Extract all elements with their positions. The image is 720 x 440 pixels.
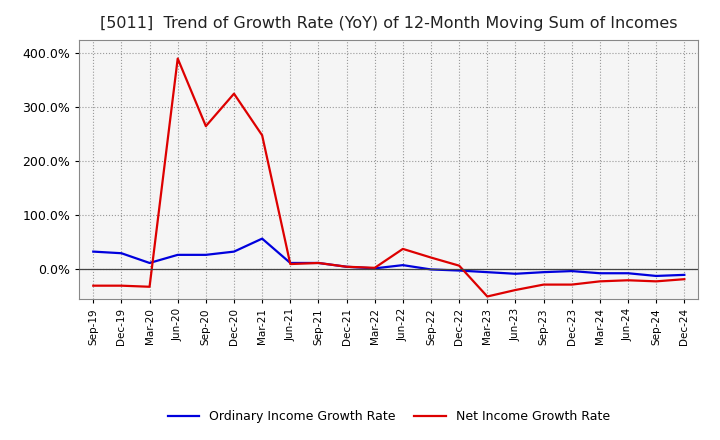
Net Income Growth Rate — [314, 260, 323, 266]
Line: Ordinary Income Growth Rate: Ordinary Income Growth Rate — [94, 238, 684, 276]
Ordinary Income Growth Rate — [624, 271, 632, 276]
Title: [5011]  Trend of Growth Rate (YoY) of 12-Month Moving Sum of Incomes: [5011] Trend of Growth Rate (YoY) of 12-… — [100, 16, 678, 32]
Net Income Growth Rate — [567, 282, 576, 287]
Ordinary Income Growth Rate — [286, 260, 294, 266]
Net Income Growth Rate — [258, 133, 266, 138]
Net Income Growth Rate — [624, 278, 632, 283]
Ordinary Income Growth Rate — [89, 249, 98, 254]
Ordinary Income Growth Rate — [342, 264, 351, 269]
Ordinary Income Growth Rate — [539, 270, 548, 275]
Ordinary Income Growth Rate — [680, 272, 688, 278]
Ordinary Income Growth Rate — [230, 249, 238, 254]
Ordinary Income Growth Rate — [314, 260, 323, 266]
Net Income Growth Rate — [483, 294, 492, 299]
Net Income Growth Rate — [399, 246, 408, 252]
Net Income Growth Rate — [370, 265, 379, 271]
Ordinary Income Growth Rate — [455, 268, 464, 273]
Ordinary Income Growth Rate — [370, 266, 379, 271]
Ordinary Income Growth Rate — [145, 260, 154, 266]
Net Income Growth Rate — [511, 287, 520, 293]
Ordinary Income Growth Rate — [595, 271, 604, 276]
Ordinary Income Growth Rate — [399, 263, 408, 268]
Net Income Growth Rate — [455, 263, 464, 268]
Net Income Growth Rate — [145, 284, 154, 290]
Line: Net Income Growth Rate: Net Income Growth Rate — [94, 59, 684, 297]
Ordinary Income Growth Rate — [567, 268, 576, 274]
Ordinary Income Growth Rate — [174, 252, 182, 257]
Ordinary Income Growth Rate — [202, 252, 210, 257]
Net Income Growth Rate — [89, 283, 98, 288]
Net Income Growth Rate — [427, 255, 436, 260]
Net Income Growth Rate — [680, 277, 688, 282]
Ordinary Income Growth Rate — [483, 270, 492, 275]
Ordinary Income Growth Rate — [511, 271, 520, 276]
Legend: Ordinary Income Growth Rate, Net Income Growth Rate: Ordinary Income Growth Rate, Net Income … — [163, 405, 615, 428]
Net Income Growth Rate — [652, 279, 660, 284]
Net Income Growth Rate — [174, 56, 182, 61]
Net Income Growth Rate — [342, 264, 351, 269]
Ordinary Income Growth Rate — [427, 267, 436, 272]
Net Income Growth Rate — [595, 279, 604, 284]
Net Income Growth Rate — [539, 282, 548, 287]
Net Income Growth Rate — [202, 124, 210, 129]
Ordinary Income Growth Rate — [117, 251, 126, 256]
Ordinary Income Growth Rate — [652, 273, 660, 279]
Net Income Growth Rate — [286, 261, 294, 267]
Net Income Growth Rate — [230, 91, 238, 96]
Net Income Growth Rate — [117, 283, 126, 288]
Ordinary Income Growth Rate — [258, 236, 266, 241]
